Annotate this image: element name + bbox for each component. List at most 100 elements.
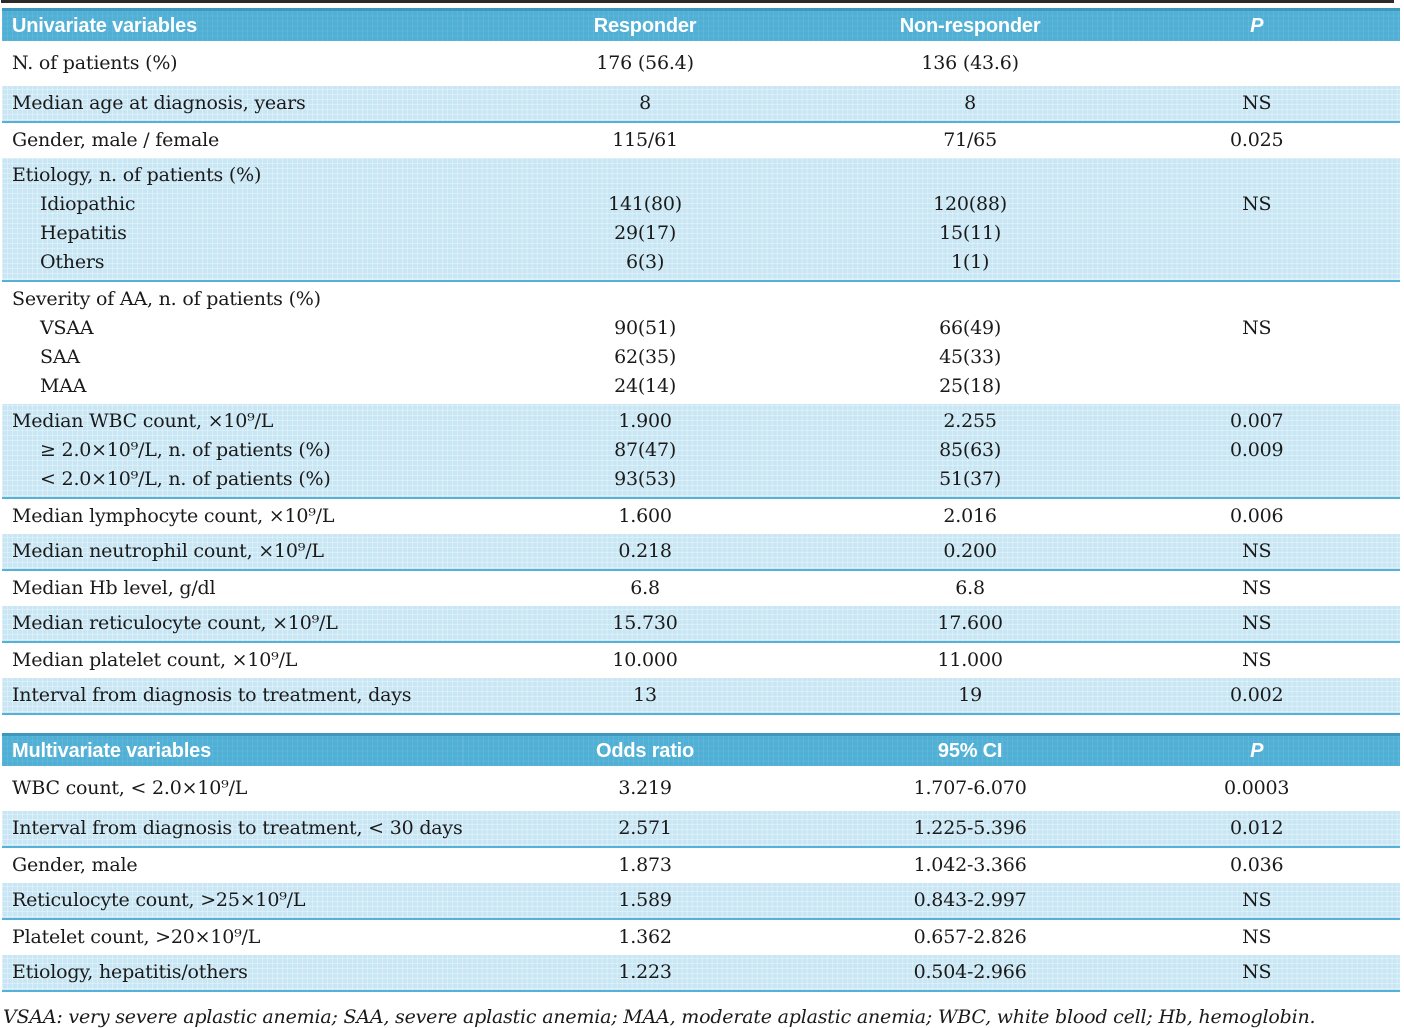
cell-line: VSAA bbox=[40, 317, 94, 339]
label-cell: Gender, male / female bbox=[2, 122, 463, 158]
cell-line: 0.0003 bbox=[1224, 777, 1290, 799]
cell-line: Etiology, hepatitis/others bbox=[12, 961, 248, 983]
table-row: Median neutrophil count, ×10⁹/L 0.218 0.20… bbox=[2, 534, 1400, 570]
cell-line: 0.657-2.826 bbox=[913, 926, 1027, 948]
cell-line: 87(47) bbox=[614, 439, 677, 461]
cell-line: 136 (43.6) bbox=[921, 52, 1019, 74]
cell-line: 1.362 bbox=[618, 926, 672, 948]
value-cell: 0.200 bbox=[827, 534, 1114, 570]
cell-line: 2.255 bbox=[943, 410, 997, 432]
value-cell: 3.219 bbox=[463, 766, 826, 811]
cell-line: 11.000 bbox=[937, 649, 1003, 671]
table-row: Median WBC count, ×10⁹/L ≥ 2.0×10⁹/L, n. … bbox=[2, 404, 1400, 498]
label-cell: Etiology, n. of patients (%) Idiopathic He… bbox=[2, 158, 463, 281]
table-row: Interval from diagnosis to treatment, < … bbox=[2, 811, 1400, 847]
cell-line: NS bbox=[1242, 612, 1272, 634]
label-cell: Median WBC count, ×10⁹/L ≥ 2.0×10⁹/L, n. … bbox=[2, 404, 463, 498]
value-cell: 136 (43.6) bbox=[827, 41, 1114, 86]
label-cell: N. of patients (%) bbox=[2, 41, 463, 86]
cell-line: WBC count, < 2.0×10⁹/L bbox=[12, 777, 248, 799]
label-cell: Gender, male bbox=[2, 847, 463, 883]
value-cell: 2.255 85(63) 51(37) bbox=[827, 404, 1114, 498]
table-row: Median platelet count, ×10⁹/L 10.000 11.00… bbox=[2, 642, 1400, 678]
label-cell: Median lymphocyte count, ×10⁹/L bbox=[2, 498, 463, 534]
label-cell: Etiology, hepatitis/others bbox=[2, 955, 463, 991]
ci-header: 95% CI bbox=[826, 733, 1114, 766]
value-cell: NS bbox=[1113, 281, 1400, 404]
non-responder-header: Non-responder bbox=[826, 8, 1114, 41]
label-cell: Median neutrophil count, ×10⁹/L bbox=[2, 534, 463, 570]
cell-line: Severity of AA, n. of patients (%) bbox=[12, 288, 321, 310]
cell-line bbox=[1113, 465, 1400, 494]
table-row: N. of patients (%) 176 (56.4) 136 (43.6) bbox=[2, 41, 1400, 86]
cell-line: 90(51) bbox=[614, 317, 677, 339]
value-cell: 0.006 bbox=[1113, 498, 1400, 534]
value-cell: 0.012 bbox=[1113, 811, 1400, 847]
cell-line: NS bbox=[1242, 92, 1272, 114]
table-row: Median lymphocyte count, ×10⁹/L 1.600 2.01… bbox=[2, 498, 1400, 534]
multivariate-variables-header: Multivariate variables bbox=[2, 733, 464, 766]
cell-line bbox=[1113, 372, 1400, 401]
value-cell: 19 bbox=[827, 678, 1114, 714]
value-cell: 66(49) 45(33) 25(18) bbox=[827, 281, 1114, 404]
value-cell: 1.900 87(47) 93(53) bbox=[463, 404, 826, 498]
value-cell: 71/65 bbox=[827, 122, 1114, 158]
univariate-body: N. of patients (%) 176 (56.4) 136 (43.6) M… bbox=[2, 41, 1400, 714]
value-cell: 1.225-5.396 bbox=[827, 811, 1114, 847]
cell-line: Median Hb level, g/dl bbox=[12, 577, 216, 599]
cell-line: 1.042-3.366 bbox=[913, 854, 1027, 876]
value-cell: 11.000 bbox=[827, 642, 1114, 678]
value-cell: NS bbox=[1113, 883, 1400, 919]
value-cell: NS bbox=[1113, 955, 1400, 991]
cell-line: 85(63) bbox=[939, 439, 1002, 461]
odds-ratio-header: Odds ratio bbox=[463, 733, 827, 766]
cell-line: 2.571 bbox=[618, 817, 672, 839]
footnote: VSAA: very severe aplastic anemia; SAA, … bbox=[3, 1006, 1316, 1028]
cell-line: 1.223 bbox=[618, 961, 672, 983]
table-gap bbox=[0, 715, 1404, 733]
cell-line: MAA bbox=[40, 375, 87, 397]
value-cell: 176 (56.4) bbox=[463, 41, 826, 86]
cell-line: Others bbox=[40, 251, 105, 273]
cell-line: Etiology, n. of patients (%) bbox=[12, 164, 262, 186]
value-cell: 0.218 bbox=[463, 534, 826, 570]
label-cell: Interval from diagnosis to treatment, da… bbox=[2, 678, 463, 714]
cell-line: 29(17) bbox=[614, 222, 677, 244]
cell-line: 13 bbox=[633, 684, 657, 706]
cell-line: < 2.0×10⁹/L, n. of patients (%) bbox=[40, 468, 331, 490]
cell-line: Interval from diagnosis to treatment, < … bbox=[12, 817, 463, 839]
table-row: Median Hb level, g/dl 6.8 6.8 NS bbox=[2, 570, 1400, 606]
cell-line: 0.200 bbox=[943, 540, 997, 562]
table-row: Gender, male / female 115/61 71/65 0.025 bbox=[2, 122, 1400, 158]
value-cell: 0.657-2.826 bbox=[827, 919, 1114, 955]
value-cell: 115/61 bbox=[463, 122, 826, 158]
value-cell: 1.707-6.070 bbox=[827, 766, 1114, 811]
label-cell: Median platelet count, ×10⁹/L bbox=[2, 642, 463, 678]
cell-line: Interval from diagnosis to treatment, da… bbox=[12, 684, 412, 706]
p-value-header: P bbox=[1113, 8, 1400, 41]
cell-line: 141(80) bbox=[608, 193, 682, 215]
table-row: Gender, male 1.873 1.042-3.366 0.036 bbox=[2, 847, 1400, 883]
p-value-header: P bbox=[1113, 733, 1400, 766]
value-cell: NS bbox=[1113, 158, 1400, 281]
cell-line: 45(33) bbox=[939, 346, 1002, 368]
cell-line: NS bbox=[1242, 577, 1272, 599]
cell-line: 10.000 bbox=[612, 649, 678, 671]
cell-line bbox=[1113, 49, 1400, 78]
cell-line: Platelet count, >20×10⁹/L bbox=[12, 926, 261, 948]
cell-line: NS bbox=[1242, 193, 1272, 215]
cell-line: 0.012 bbox=[1229, 817, 1284, 839]
value-cell: 15.730 bbox=[463, 606, 826, 642]
value-cell: 0.036 bbox=[1113, 847, 1400, 883]
value-cell: 8 bbox=[463, 86, 826, 122]
value-cell: 0.0003 bbox=[1113, 766, 1400, 811]
label-cell: Median Hb level, g/dl bbox=[2, 570, 463, 606]
value-cell: NS bbox=[1113, 919, 1400, 955]
cell-line bbox=[463, 161, 826, 190]
value-cell: NS bbox=[1113, 86, 1400, 122]
table-row: Reticulocyte count, >25×10⁹/L 1.589 0.843-… bbox=[2, 883, 1400, 919]
value-cell: 0.025 bbox=[1113, 122, 1400, 158]
value-cell: 2.571 bbox=[463, 811, 826, 847]
value-cell: 0.007 0.009 bbox=[1113, 404, 1400, 498]
cell-line: 6(3) bbox=[625, 251, 665, 273]
